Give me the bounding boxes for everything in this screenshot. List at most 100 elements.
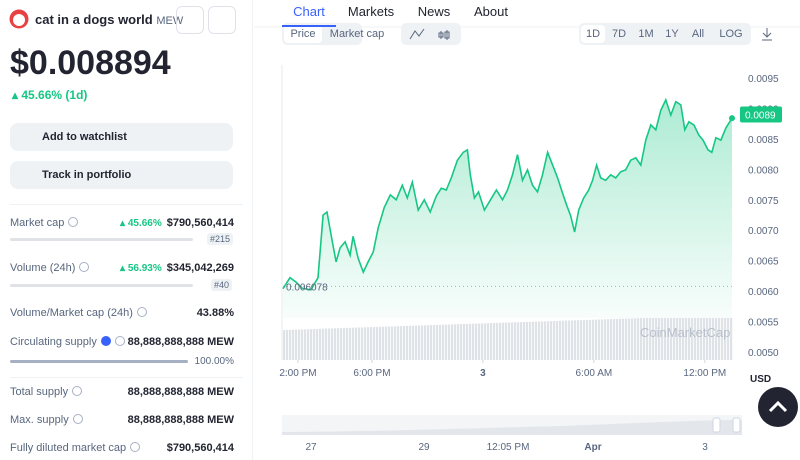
volume-bar <box>598 319 601 360</box>
volume-bar <box>472 323 475 360</box>
volume-bar <box>550 321 553 360</box>
volume-bar <box>664 318 667 360</box>
volume-bar <box>574 320 577 360</box>
volume-bar <box>334 328 337 360</box>
volume-bar <box>424 325 427 360</box>
rank-bar <box>10 238 193 241</box>
navigator-label: Apr <box>584 442 601 453</box>
volume-bar <box>433 325 436 360</box>
volume-bar <box>694 318 697 360</box>
volume-bar <box>355 327 358 360</box>
stat-value: 43.88% <box>196 307 234 319</box>
volume-bar <box>415 325 418 360</box>
tab[interactable]: Chart <box>293 4 325 19</box>
range-button[interactable]: 1D <box>586 28 600 40</box>
y-tick-label: 0.0065 <box>748 257 779 268</box>
volume-bar <box>436 324 439 360</box>
range-button[interactable]: 7D <box>612 28 626 40</box>
volume-bar <box>709 318 712 360</box>
volume-bar <box>370 327 373 360</box>
range-button[interactable]: 1Y <box>665 28 679 40</box>
watchlist-button[interactable]: Add to watchlist <box>10 123 233 151</box>
supply-percent: 100.00% <box>194 356 234 367</box>
range-button[interactable]: 1M <box>638 28 653 40</box>
volume-bar <box>349 327 352 360</box>
navigator-label: 27 <box>305 442 317 453</box>
volume-bar <box>373 327 376 360</box>
volume-bar <box>559 320 562 360</box>
tab[interactable]: Markets <box>348 4 395 19</box>
navigator-label: 12:05 PM <box>487 442 530 453</box>
volume-bar <box>628 318 631 360</box>
stat-label: Max. supply <box>10 414 83 426</box>
mode-active <box>284 25 322 43</box>
nav-handle[interactable] <box>712 417 721 433</box>
volume-bar <box>589 319 592 360</box>
volume-bar <box>658 318 661 360</box>
stat-value: 88,888,888,888 MEW <box>127 336 234 348</box>
start-price-label: 0.006078 <box>286 282 328 293</box>
volume-bar <box>655 318 658 360</box>
volume-bar <box>586 319 589 360</box>
volume-bar <box>580 320 583 360</box>
x-tick-label: 6:00 AM <box>576 368 613 379</box>
y-tick-label: 0.0060 <box>748 287 779 298</box>
portfolio[interactable]: Track in portfolio <box>42 169 132 181</box>
coin-name: cat in a dogs world MEW <box>35 12 183 27</box>
stat-change: ▴ 56.93% <box>120 263 162 274</box>
y-tick-label: 0.0070 <box>748 226 779 237</box>
x-tick-label: 3 <box>480 368 486 379</box>
volume-bar <box>616 318 619 360</box>
stat-label: Fully diluted market cap <box>10 442 141 454</box>
download-icon[interactable] <box>762 28 772 41</box>
share-button[interactable] <box>208 6 236 34</box>
tab[interactable]: News <box>418 4 451 19</box>
volume-bar <box>328 328 331 360</box>
volume-bar <box>295 329 298 360</box>
candle-icon[interactable] <box>438 30 450 40</box>
line-icon[interactable] <box>409 28 425 40</box>
volume-bar <box>604 319 607 360</box>
volume-bar <box>316 328 319 360</box>
stat-value: 88,888,888,888 MEW <box>127 386 234 398</box>
volume-bar <box>706 318 709 360</box>
volume-bar <box>394 326 397 360</box>
mode-button[interactable]: Price <box>290 28 315 40</box>
star-button[interactable] <box>176 6 204 34</box>
nav-handle[interactable] <box>732 417 741 433</box>
volume-bar <box>721 318 724 360</box>
volume-bar <box>652 318 655 360</box>
range-button[interactable]: LOG <box>719 28 742 40</box>
volume-bar <box>367 327 370 360</box>
volume-bar <box>430 325 433 360</box>
volume-bar <box>613 319 616 360</box>
style-group[interactable] <box>401 23 461 45</box>
volume-bar <box>688 318 691 360</box>
range-button[interactable]: All <box>692 28 704 40</box>
mode-button[interactable]: Market cap <box>330 28 384 40</box>
label: Volume (24h) <box>10 262 76 274</box>
volume-bar <box>661 318 664 360</box>
chevron[interactable] <box>768 400 788 413</box>
watchlist[interactable]: Add to watchlist <box>42 131 127 143</box>
volume-bar <box>457 324 460 360</box>
volume-bar <box>583 320 586 360</box>
volume-bar <box>670 318 673 360</box>
tab[interactable]: About <box>474 4 508 19</box>
volume-bar <box>514 322 517 360</box>
volume-bar <box>322 328 325 360</box>
y-tick-label: 0.0085 <box>748 135 779 146</box>
range-active <box>581 25 605 43</box>
volume-bar <box>511 322 514 360</box>
portfolio-button[interactable]: Track in portfolio <box>10 161 233 189</box>
supply-bar <box>10 360 188 363</box>
volume-bar <box>646 318 649 360</box>
volume-bar <box>325 328 328 360</box>
volume-bar <box>568 320 571 360</box>
volume-bar <box>691 318 694 360</box>
volume-bar <box>409 325 412 360</box>
volume-bar <box>532 321 535 360</box>
stat-value: $345,042,269 <box>166 262 234 274</box>
scroll-top[interactable] <box>758 387 798 427</box>
